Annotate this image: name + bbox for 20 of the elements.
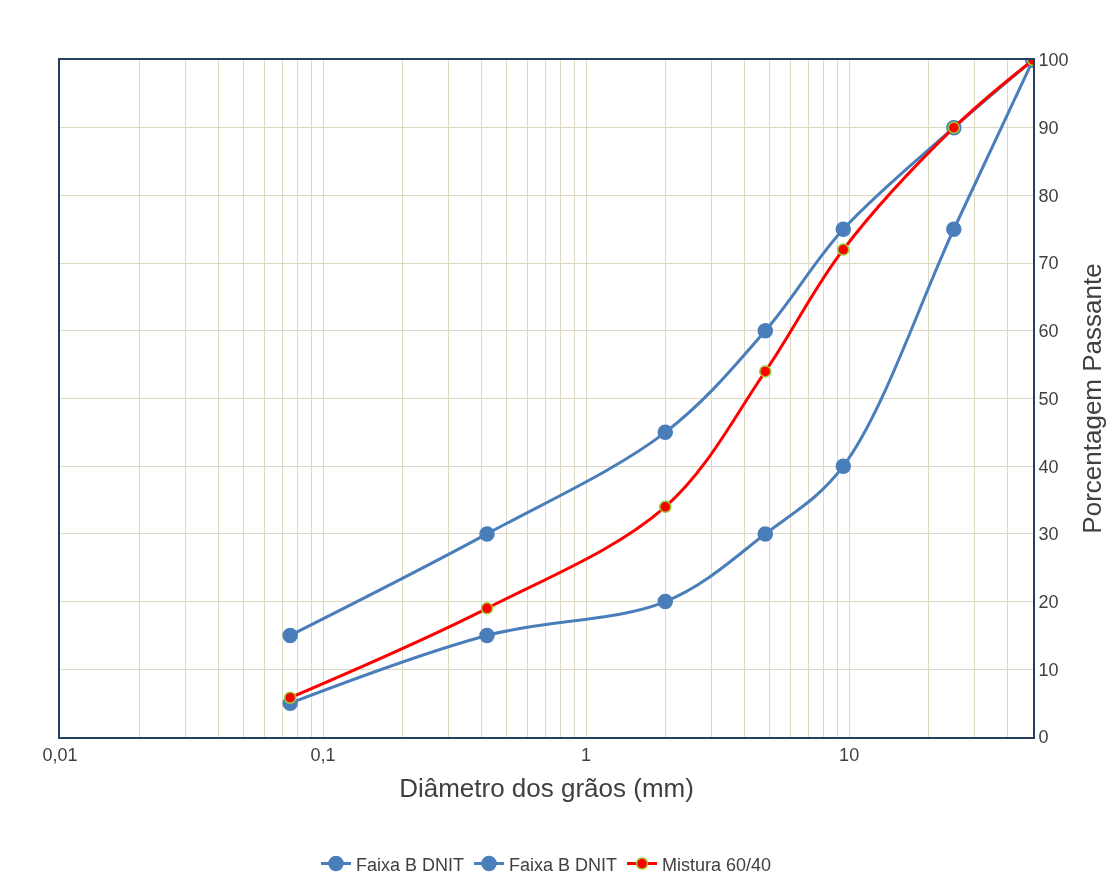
legend-label: Faixa B DNIT (356, 854, 465, 875)
y-tick-label: 10 (1038, 659, 1059, 680)
y-tick-label: 70 (1038, 253, 1059, 274)
legend-label: Mistura 60/40 (662, 854, 772, 875)
y-tick-label: 30 (1038, 524, 1059, 545)
y-tick-label: 80 (1038, 185, 1059, 206)
legend-label: Faixa B DNIT (509, 854, 618, 875)
y-tick-label: 40 (1038, 456, 1059, 477)
y-tick-label: 100 (1038, 50, 1069, 71)
y-tick-label: 20 (1038, 591, 1059, 612)
x-tick-label: 1 (581, 744, 592, 765)
x-tick-label: 10 (839, 744, 860, 765)
x-axis-title: Diâmetro dos grãos (mm) (399, 772, 694, 803)
y-tick-label: 90 (1038, 118, 1059, 138)
x-tick-label: 0,01 (42, 744, 78, 765)
y-axis-title: Porcentagem Passante (1076, 263, 1107, 534)
y-tick-label: 60 (1038, 321, 1059, 342)
y-tick-label: 50 (1038, 388, 1059, 409)
y-tick-label: 0 (1038, 727, 1049, 748)
x-tick-label: 0,1 (310, 744, 336, 765)
